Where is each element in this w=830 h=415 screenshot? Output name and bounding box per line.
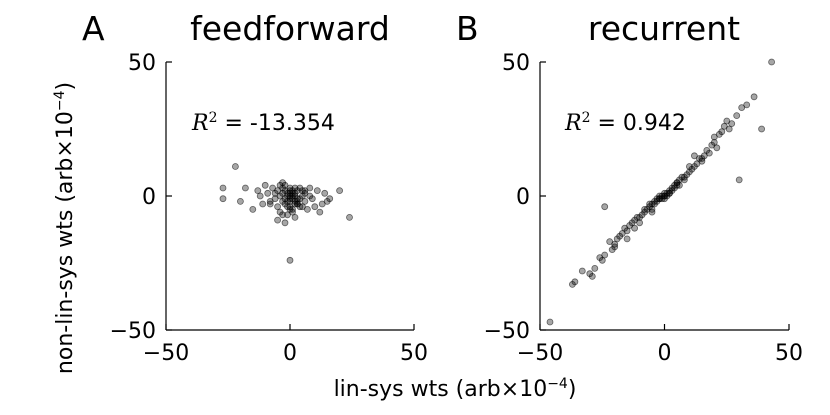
x-tick-label: −50: [517, 341, 563, 366]
y-tick-label: −50: [484, 319, 530, 344]
scatter-point: [636, 219, 643, 227]
scatter-point: [264, 189, 272, 197]
scatter-point: [631, 224, 638, 232]
scatter-point: [591, 264, 599, 272]
scatter-point: [274, 203, 282, 211]
chart-title-recurrent: recurrent: [588, 9, 740, 48]
scatter-point: [666, 189, 673, 197]
scatter-point: [648, 208, 656, 216]
scatter-point: [271, 189, 279, 197]
scatter-point: [750, 93, 758, 101]
scatter-point: [274, 216, 282, 224]
x-tick-label: 0: [283, 341, 297, 366]
panel-letter-b: B: [456, 9, 479, 48]
panel-feedforward: A feedforward −50 0 50 −50 0 50 R2 = -13.354: [82, 9, 428, 366]
scatter-point: [266, 200, 274, 208]
scatter-point: [691, 152, 698, 160]
scatter-point: [311, 203, 319, 211]
scatter-point: [326, 195, 334, 203]
panel-recurrent: B recurrent −50 0 50 −50 0 50 R2 = 0.942: [456, 9, 803, 366]
panel-letter-a: A: [82, 9, 105, 48]
r2-annotation-recurrent: R2 = 0.942: [564, 110, 686, 136]
scatter-point: [346, 213, 353, 221]
axes-feedforward: −50 0 50 −50 0 50: [110, 51, 428, 366]
scatter-point: [281, 219, 289, 227]
scatter-point: [321, 189, 329, 197]
scatter-point: [686, 163, 693, 170]
scatter-point: [598, 256, 606, 264]
scatter-point: [219, 184, 227, 192]
scatter-point: [289, 205, 296, 213]
scatter-point: [241, 184, 249, 192]
scatter-point: [725, 125, 733, 133]
y-tick-label: 0: [142, 185, 156, 210]
scatter-point: [698, 155, 706, 162]
y-axis-label: non-lin-sys wts (arb×10−4): [52, 82, 78, 374]
axes-recurrent: −50 0 50 −50 0 50: [484, 51, 803, 366]
y-tick-label: 0: [516, 185, 530, 210]
scatter-point: [705, 149, 713, 157]
scatter-point: [256, 192, 264, 200]
scatter-point: [713, 144, 721, 152]
scatter-point: [676, 181, 683, 189]
scatter-point: [735, 176, 743, 184]
scatter-point: [718, 128, 726, 136]
scatter-point: [301, 187, 309, 195]
r2-annotation-feedforward: R2 = -13.354: [191, 110, 335, 136]
scatter-point: [710, 138, 718, 146]
scatter-point: [291, 213, 299, 221]
scatter-points-feedforward: [219, 163, 353, 264]
scatter-point: [236, 197, 244, 205]
scatter-point: [646, 200, 653, 208]
y-tick-label: −50: [110, 319, 156, 344]
scatter-point: [261, 181, 269, 189]
scatter-point: [291, 184, 299, 192]
scatter-point: [546, 318, 554, 326]
scatter-point: [286, 256, 294, 264]
scatter-point: [219, 195, 227, 203]
scatter-point: [601, 203, 609, 211]
x-tick-label: 50: [775, 341, 803, 366]
scatter-point: [231, 163, 239, 170]
scatter-point: [588, 272, 596, 280]
scatter-point: [316, 208, 324, 216]
scatter-point: [259, 200, 267, 208]
scatter-point: [723, 117, 731, 125]
scatter-point: [249, 205, 257, 213]
scatter-point: [313, 187, 321, 195]
x-tick-label: 50: [400, 341, 428, 366]
scatter-point: [611, 240, 619, 248]
scatter-point: [768, 58, 775, 66]
scatter-point: [623, 235, 631, 243]
y-tick-label: 50: [502, 51, 530, 76]
scatter-point: [681, 176, 688, 184]
scatter-points-recurrent: [546, 58, 775, 326]
scatter-point: [298, 203, 306, 211]
scatter-point: [284, 211, 291, 219]
x-tick-label: 0: [658, 341, 672, 366]
scatter-point: [306, 192, 314, 200]
x-tick-label: −50: [143, 341, 189, 366]
scatter-point: [336, 187, 344, 195]
scatter-point: [571, 278, 579, 286]
scatter-point: [279, 179, 287, 187]
scatter-point: [276, 208, 284, 216]
scatter-point: [578, 267, 586, 275]
scatter-point: [733, 112, 741, 119]
scatter-point: [641, 205, 648, 213]
x-axis-label: lin-sys wts (arb×10−4): [334, 376, 577, 402]
scatter-point: [743, 101, 751, 109]
scatter-point: [710, 133, 718, 141]
y-tick-label: 50: [128, 51, 156, 76]
scatter-point: [758, 125, 765, 133]
scatter-point: [656, 195, 663, 203]
chart-title-feedforward: feedforward: [190, 9, 390, 48]
